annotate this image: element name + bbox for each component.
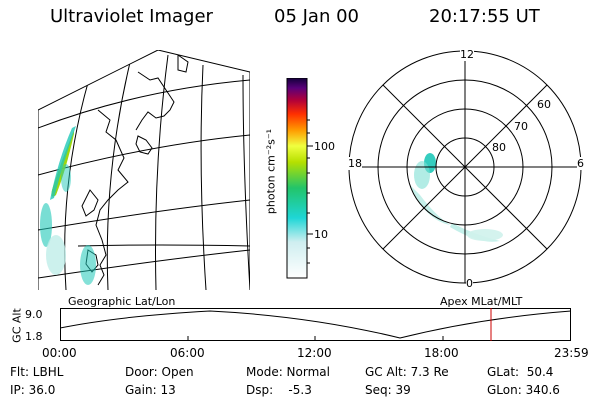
seq-status: Seq: 39 xyxy=(365,383,411,397)
dsp-status: Dsp: -5.3 xyxy=(246,383,312,397)
mlt-label-12: 12 xyxy=(460,48,474,61)
mlt-label-18: 18 xyxy=(348,157,362,170)
lat-label-80: 80 xyxy=(492,141,506,154)
orbit-xtick-1200: 12:00 xyxy=(297,346,332,360)
orbit-ytick-1-8: 1.8 xyxy=(25,330,43,343)
orbit-ytick-9: 9.0 xyxy=(25,308,43,321)
glon-status: GLon: 340.6 xyxy=(487,383,560,397)
colorbar-unit-label: photon cm⁻²s⁻¹ xyxy=(264,128,278,215)
mlt-label-6: 6 xyxy=(577,157,584,170)
time-label: 20:17:55 UT xyxy=(429,6,540,27)
ip-status: IP: 36.0 xyxy=(10,383,56,397)
orbit-axis-label: GC Alt xyxy=(10,308,24,343)
colorbar xyxy=(286,78,313,279)
geographic-label: Geographic Lat/Lon xyxy=(68,295,176,308)
filter-status: Flt: LBHL xyxy=(10,365,64,379)
orbit-xtick-2359: 23:59 xyxy=(554,346,589,360)
orbit-xtick-0000: 00:00 xyxy=(42,346,77,360)
mlt-label-0: 0 xyxy=(466,277,473,290)
geographic-map xyxy=(38,50,250,290)
aurora-oval xyxy=(410,153,503,242)
date-label: 05 Jan 00 xyxy=(274,6,359,27)
orbit-xtick-1800: 18:00 xyxy=(424,346,459,360)
orbit-plot xyxy=(60,308,572,341)
aurora-emission xyxy=(40,126,96,285)
door-status: Door: Open xyxy=(125,365,194,379)
colorbar-tick-10: 10 xyxy=(314,228,328,241)
mode-status: Mode: Normal xyxy=(246,365,330,379)
orbit-xtick-0600: 06:00 xyxy=(170,346,205,360)
polar-plot xyxy=(348,50,582,284)
app-title: Ultraviolet Imager xyxy=(50,6,213,27)
apex-label: Apex MLat/MLT xyxy=(440,295,523,308)
lat-label-60: 60 xyxy=(537,98,551,111)
gain-status: Gain: 13 xyxy=(125,383,176,397)
colorbar-tick-100: 100 xyxy=(314,140,335,153)
lat-label-70: 70 xyxy=(514,120,528,133)
gc-alt-status: GC Alt: 7.3 Re xyxy=(365,365,449,379)
glat-status: GLat: 50.4 xyxy=(487,365,554,379)
